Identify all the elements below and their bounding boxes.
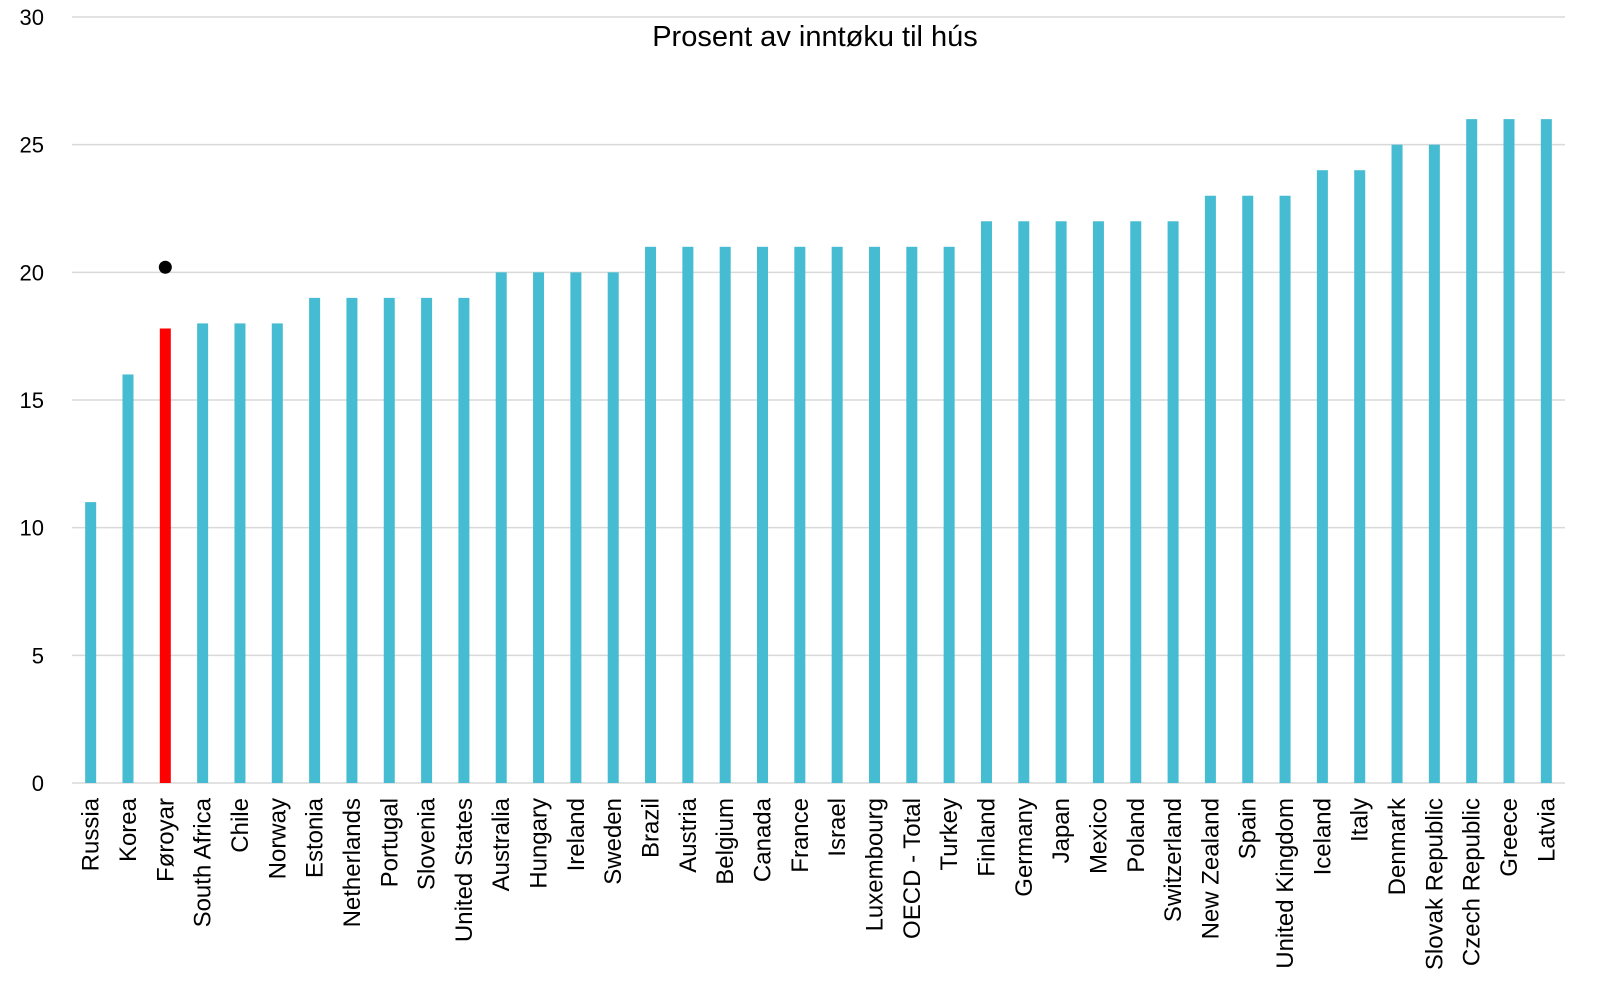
x-tick-label: Austria: [675, 797, 702, 872]
x-tick-label: Hungary: [526, 798, 553, 889]
x-tick-label: United Kingdom: [1272, 798, 1299, 969]
bar: [1391, 144, 1403, 783]
bar: [757, 246, 769, 784]
bar: [309, 297, 321, 783]
x-tick-label: Greece: [1496, 798, 1523, 877]
bar: [1055, 221, 1067, 783]
bar: [719, 246, 731, 784]
x-tick-label: Portugal: [376, 798, 403, 887]
x-tick-label: Australia: [488, 797, 515, 891]
y-tick-label: 5: [32, 643, 44, 668]
bar: [1092, 221, 1104, 783]
bar: [1242, 195, 1254, 783]
x-tick-label: Germany: [1011, 798, 1038, 897]
x-tick-label: OECD - Total: [899, 798, 926, 939]
bar: [1167, 221, 1179, 783]
y-tick-label: 30: [20, 5, 44, 30]
bar: [421, 297, 433, 783]
bar: [1428, 144, 1440, 783]
y-axis-ticks: 0 5 10 15 20 25 30: [20, 5, 44, 796]
bar: [346, 297, 358, 783]
bar: [1540, 119, 1552, 784]
bars: [85, 119, 1552, 784]
x-tick-label: Brazil: [638, 798, 665, 858]
y-tick-label: 20: [20, 260, 44, 285]
bar: [1354, 170, 1366, 783]
x-tick-label: Czech Republic: [1459, 798, 1486, 966]
bar: [1018, 221, 1030, 783]
x-tick-label: Estonia: [302, 797, 329, 878]
x-tick-label: Switzerland: [1160, 798, 1187, 922]
bar-highlight: [159, 328, 171, 783]
bar: [831, 246, 843, 784]
x-tick-label: Ireland: [563, 798, 590, 871]
bar: [868, 246, 880, 784]
bar: [1204, 195, 1216, 783]
x-tick-label: Italy: [1347, 798, 1374, 842]
bar: [458, 297, 470, 783]
bar: [533, 272, 545, 783]
x-tick-label: Norway: [264, 798, 291, 879]
x-tick-label: Turkey: [936, 798, 963, 870]
x-tick-label: Chile: [227, 798, 254, 853]
bar: [495, 272, 507, 783]
x-tick-label: South Africa: [190, 797, 217, 927]
bar: [383, 297, 395, 783]
x-tick-label: Canada: [750, 797, 777, 882]
bar: [1466, 119, 1478, 784]
x-tick-label: Spain: [1235, 798, 1262, 859]
x-tick-label: Denmark: [1384, 797, 1411, 895]
x-tick-label: France: [787, 798, 814, 873]
gridlines: [72, 16, 1565, 784]
x-tick-label: Sweden: [600, 798, 627, 885]
bar: [794, 246, 806, 784]
bar: [570, 272, 582, 783]
marker-dot: [158, 260, 172, 274]
y-tick-label: 0: [32, 771, 44, 796]
y-tick-label: 25: [20, 133, 44, 158]
x-tick-label: Netherlands: [339, 798, 366, 927]
bar: [1503, 119, 1515, 784]
chart-title: Prosent av inntøku til hús: [652, 21, 978, 53]
x-tick-label: Korea: [115, 797, 142, 862]
bar: [1279, 195, 1291, 783]
bar: [906, 246, 918, 784]
x-axis-labels: Russia Korea Føroyar South Africa Chile Norwa…: [78, 797, 1561, 970]
x-tick-label: Russia: [78, 797, 105, 871]
bar: [645, 246, 657, 784]
x-tick-label: Føroyar: [152, 798, 179, 882]
x-tick-label: Japan: [1048, 798, 1075, 863]
y-tick-label: 15: [20, 388, 44, 413]
y-tick-label: 10: [20, 516, 44, 541]
bar: [85, 502, 97, 783]
markers: [158, 260, 172, 274]
bar: [943, 246, 955, 784]
x-tick-label: Latvia: [1533, 797, 1560, 862]
bar: [682, 246, 694, 784]
x-tick-label: Slovak Republic: [1421, 798, 1448, 970]
bar: [271, 323, 283, 783]
bar: [234, 323, 246, 783]
bar: [1316, 170, 1328, 783]
x-tick-label: Israel: [824, 798, 851, 857]
x-tick-label: New Zealand: [1197, 798, 1224, 939]
x-tick-label: United States: [451, 798, 478, 942]
x-tick-label: Finland: [973, 798, 1000, 877]
x-tick-label: Slovenia: [414, 797, 441, 890]
bar: [122, 374, 134, 783]
bar: [607, 272, 619, 783]
bar: [197, 323, 209, 783]
bar: [980, 221, 992, 783]
x-tick-label: Luxembourg: [861, 798, 888, 931]
bar: [1130, 221, 1142, 783]
x-tick-label: Iceland: [1309, 798, 1336, 875]
x-tick-label: Poland: [1123, 798, 1150, 873]
x-tick-label: Belgium: [712, 798, 739, 885]
x-tick-label: Mexico: [1085, 798, 1112, 874]
